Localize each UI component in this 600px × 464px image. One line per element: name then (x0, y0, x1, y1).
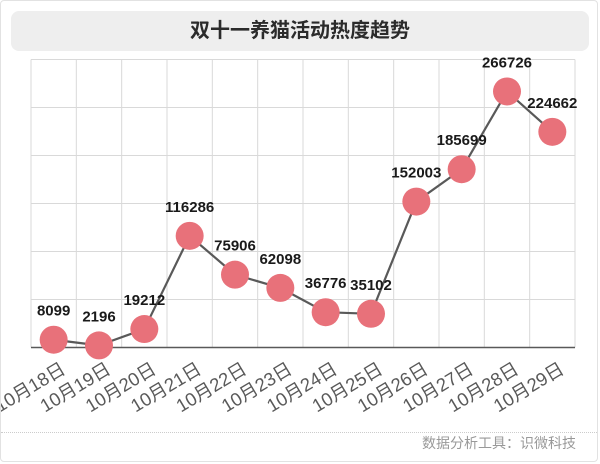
svg-text:185699: 185699 (437, 132, 487, 149)
svg-text:224662: 224662 (527, 95, 577, 112)
svg-text:75906: 75906 (214, 238, 256, 255)
svg-text:152003: 152003 (391, 165, 441, 182)
svg-text:266726: 266726 (482, 54, 532, 71)
svg-text:19212: 19212 (123, 292, 165, 309)
svg-text:116286: 116286 (165, 199, 214, 216)
svg-text:2196: 2196 (82, 308, 115, 325)
svg-text:62098: 62098 (259, 251, 301, 268)
svg-text:8099: 8099 (37, 303, 70, 320)
svg-text:36776: 36776 (305, 275, 347, 292)
svg-text:35102: 35102 (350, 277, 392, 294)
